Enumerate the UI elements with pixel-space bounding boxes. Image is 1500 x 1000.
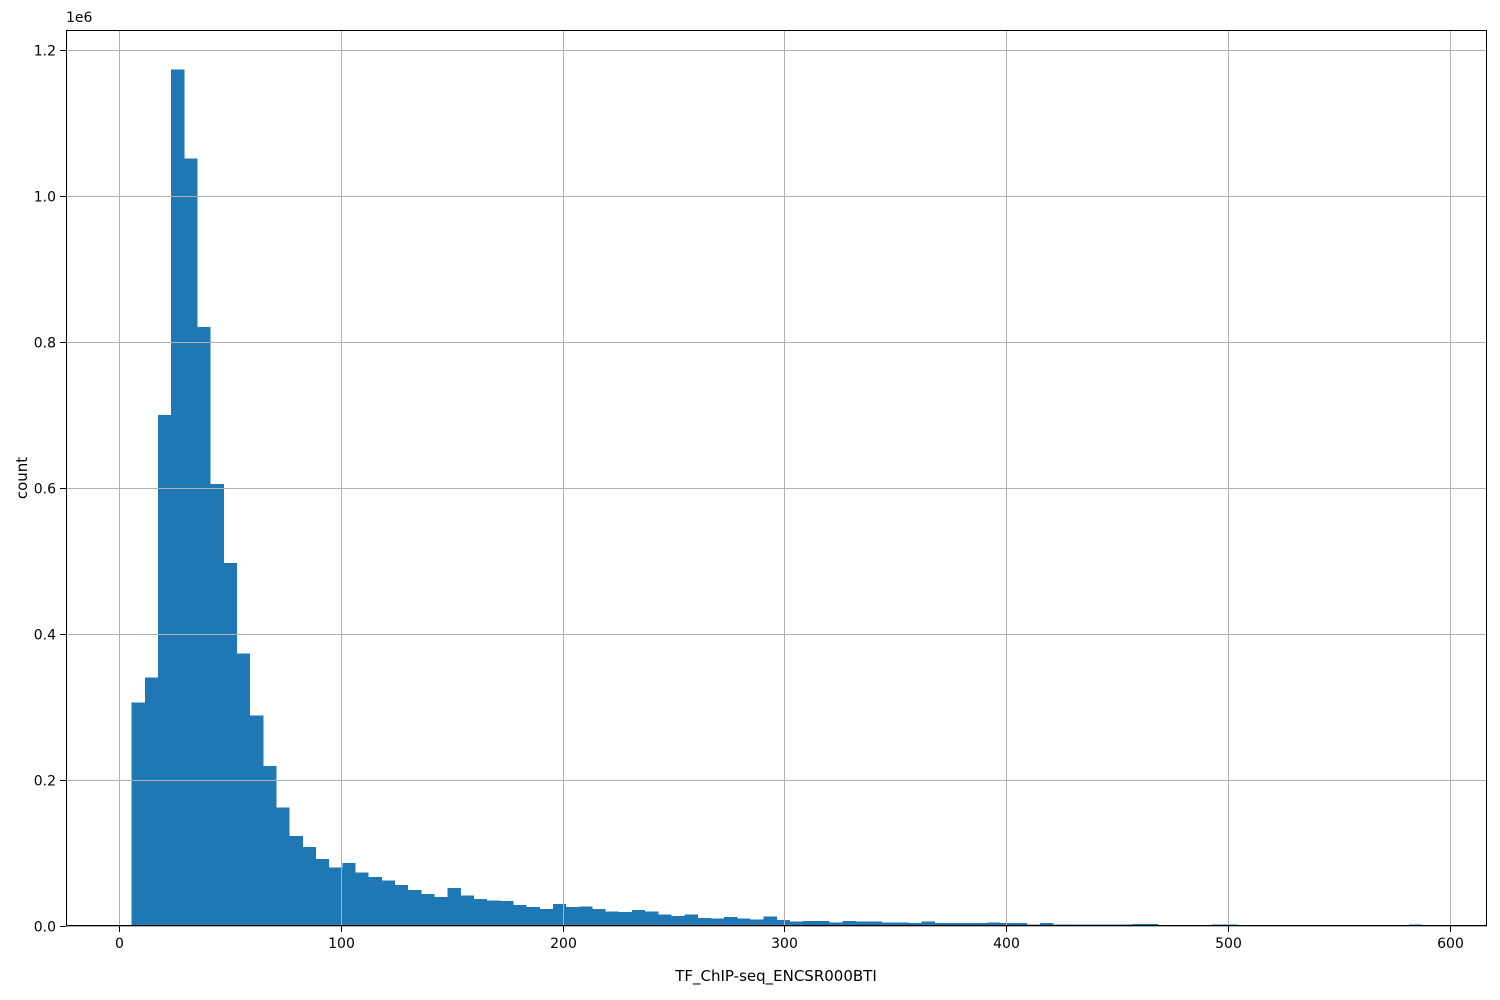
histogram-bar (658, 914, 672, 926)
histogram-bar (829, 922, 843, 926)
histogram-bar (487, 900, 501, 926)
histogram-bar (816, 920, 830, 926)
histogram-bar (737, 918, 751, 926)
histogram-bar (447, 888, 461, 926)
y-tick-label: 0.6 (34, 482, 56, 498)
histogram-bar (289, 836, 303, 926)
histogram-bar (1013, 923, 1028, 926)
x-tick-label: 500 (1215, 936, 1242, 952)
histogram-bars (131, 69, 1423, 927)
histogram-bar (869, 921, 883, 926)
histogram-bar (592, 909, 606, 926)
histogram-bar (697, 917, 712, 926)
histogram-bar (908, 923, 922, 926)
histogram-bar (1040, 923, 1054, 926)
histogram-bar (882, 922, 896, 926)
histogram-bar (171, 69, 185, 927)
histogram-bar (750, 919, 764, 926)
histogram-bar (895, 922, 909, 926)
histogram-bar (381, 880, 395, 926)
histogram-bar (368, 877, 382, 926)
histogram-bar (526, 907, 540, 926)
histogram-bar (671, 915, 685, 926)
plot-border (66, 30, 1487, 926)
histogram-bar (803, 920, 817, 926)
histogram-bar (1145, 923, 1159, 926)
histogram-bar (711, 918, 725, 926)
x-tick-label: 100 (328, 936, 355, 952)
histogram-bar (434, 896, 448, 926)
histogram-bar (408, 890, 422, 926)
gridlines (66, 30, 1487, 927)
histogram-bar (500, 901, 514, 926)
histogram-bar (394, 885, 409, 926)
histogram-bar (184, 158, 198, 926)
axis-ticks: 0 100 200 300 400 500 600 0.0 0.2 0.4 0.6 0.8 1.0 1.2 (34, 44, 1464, 953)
histogram-bar (197, 327, 211, 927)
histogram-bar (157, 414, 172, 926)
histogram-bar (605, 911, 619, 926)
histogram-bar (645, 911, 659, 926)
histogram-bar (855, 921, 870, 926)
histogram-bar (355, 872, 369, 926)
histogram-bar (302, 847, 316, 926)
histogram-bar (223, 563, 237, 926)
y-tick-label: 0.2 (34, 774, 56, 790)
histogram-bar (315, 858, 330, 926)
histogram-bar (790, 921, 804, 926)
histogram-bar (473, 898, 488, 926)
histogram-bar (250, 715, 264, 926)
histogram-bar (263, 766, 277, 926)
x-axis-title: TF_ChIP-seq_ENCSR000BTI (675, 967, 877, 985)
x-tick-label: 600 (1437, 936, 1464, 952)
histogram-bar (460, 895, 474, 926)
histogram-bar (1000, 923, 1014, 926)
histogram-bar (724, 917, 738, 926)
y-axis-offset-label: 1e6 (66, 10, 93, 26)
histogram-bar (948, 923, 962, 926)
histogram-bar (921, 921, 935, 926)
histogram-bar (1132, 923, 1146, 926)
histogram-bar (513, 904, 527, 926)
histogram-bar (618, 912, 633, 926)
histogram-bar (553, 904, 567, 926)
histogram-bar (210, 484, 224, 926)
histogram-bar (987, 922, 1001, 926)
y-axis-title: count (13, 456, 31, 500)
histogram-bar (566, 907, 580, 926)
y-tick-label: 0.0 (34, 920, 56, 936)
histogram-bar (131, 702, 145, 926)
histogram-bar (342, 863, 356, 926)
x-tick-label: 300 (771, 936, 798, 952)
histogram-bar (776, 920, 791, 926)
x-tick-label: 400 (993, 936, 1020, 952)
y-tick-label: 0.8 (34, 336, 56, 352)
histogram-bar (276, 807, 290, 926)
histogram-bar (236, 653, 251, 926)
histogram-bar (144, 677, 158, 926)
x-tick-label: 0 (115, 936, 124, 952)
histogram-bar (329, 867, 343, 926)
y-tick-label: 1.0 (34, 190, 56, 206)
histogram-bar (763, 916, 777, 926)
y-tick-label: 1.2 (34, 44, 56, 60)
histogram-bar (539, 909, 553, 926)
x-tick-label: 200 (550, 936, 577, 952)
histogram-bar (579, 906, 593, 926)
histogram-bar (842, 920, 856, 926)
histogram-bar (961, 923, 975, 926)
histogram-bar (974, 923, 988, 926)
histogram-bar (684, 914, 698, 926)
y-tick-label: 0.4 (34, 628, 56, 644)
histogram-bar (632, 909, 646, 926)
histogram-bar (934, 923, 949, 926)
histogram-bar (421, 893, 435, 926)
